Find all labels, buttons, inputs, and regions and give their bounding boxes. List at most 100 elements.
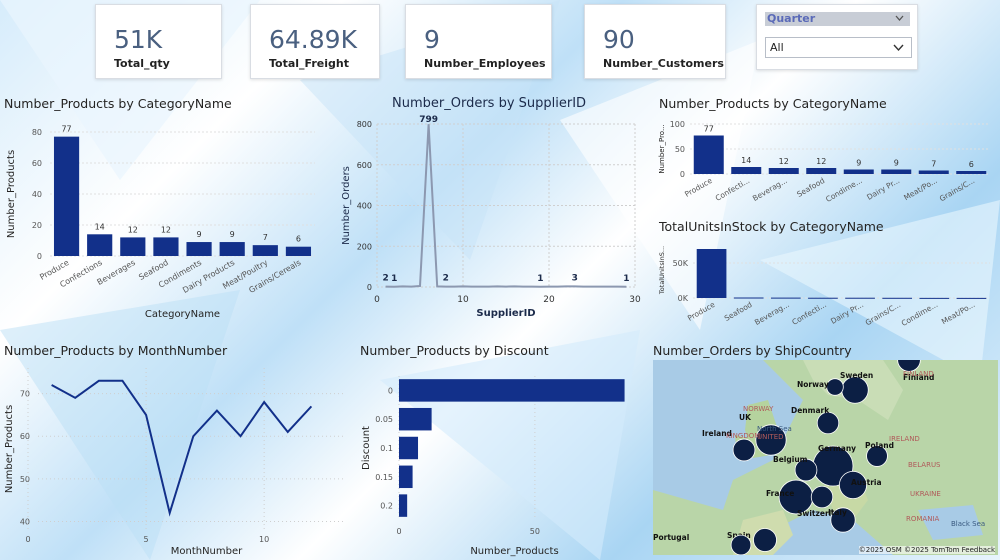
data-label: 14: [95, 222, 105, 231]
x-tick-label: 30: [629, 295, 641, 305]
data-label: 2: [443, 274, 449, 284]
kpi-value: 64.89K: [269, 25, 357, 54]
y-tick-label: 400: [357, 202, 372, 211]
map-bubble: [732, 438, 756, 462]
map-bubble: [755, 424, 787, 456]
x-tick-label: 20: [543, 295, 555, 305]
bar: [768, 168, 799, 174]
bar: [399, 494, 408, 517]
y-tick-label: 50: [20, 475, 30, 484]
bar: [153, 237, 179, 256]
x-tick-label: Meat/Po...: [940, 300, 977, 326]
y-tick-label: 0: [367, 283, 372, 292]
data-label: 1: [623, 274, 629, 284]
y-tick-label: 50: [675, 145, 685, 154]
map-region-label: KINGDOM: [726, 432, 760, 440]
bar: [918, 170, 949, 174]
x-axis-label: Number_Products: [470, 546, 558, 557]
bar: [693, 135, 724, 174]
bar: [696, 249, 727, 298]
chart-title-orders-by-supplier: Number_Orders by SupplierID: [392, 96, 587, 111]
x-tick-label: Dairy Pr...: [829, 300, 865, 326]
map-country-label: Austria: [851, 478, 882, 487]
x-tick-label: Beverag...: [753, 300, 791, 327]
x-tick-label: 50: [530, 527, 540, 536]
x-tick-label: Beverag...: [751, 176, 789, 203]
chart-title-products-by-month: Number_Products by MonthNumber: [4, 343, 228, 358]
x-tick-label: Condime...: [900, 300, 940, 328]
data-label: 12: [816, 157, 826, 166]
kpi-label: Number_Customers: [603, 57, 724, 70]
y-tick-label: 70: [20, 390, 30, 399]
slicer-title: Quarter: [765, 12, 910, 26]
bar: [53, 136, 80, 256]
bar: [285, 246, 312, 256]
data-label: 2: [382, 274, 388, 284]
y-axis-label: Discount: [361, 426, 372, 470]
map-bubble: [826, 378, 844, 396]
kpi-card-number-employees: 9 Number_Employees: [405, 4, 552, 79]
bar: [956, 171, 987, 174]
data-label: 3: [572, 273, 578, 283]
map-bubble: [830, 507, 856, 533]
kpi-card-number-customers: 90 Number_Customers: [584, 4, 726, 79]
y-axis-label: TotalUnitsInS...: [658, 246, 666, 295]
x-tick-label: Grains/C...: [938, 176, 976, 203]
chevron-down-icon[interactable]: [895, 15, 904, 22]
bar: [186, 242, 212, 256]
chart-products-by-discount: 0 50 0 0.05 0.1 0.15 0.2 Discount Number_Product…: [361, 376, 625, 557]
y-tick-label: 40: [20, 517, 30, 526]
x-tick-label: Produce: [683, 176, 714, 199]
data-label: 7: [931, 160, 936, 169]
map-country-label: Norway: [797, 380, 829, 389]
y-tick-label: 200: [357, 242, 372, 251]
data-label: 12: [128, 225, 138, 234]
y-tick-label: 800: [357, 120, 372, 129]
map-country-label: Poland: [865, 441, 894, 450]
chart-products-by-category-small: 0 50 100 77 Produce 14 Confecti... 12 Beverag...…: [658, 120, 990, 204]
map-bubble: [794, 458, 818, 482]
data-label: 1: [391, 274, 397, 284]
map-region-label: PORTUGAL: [708, 554, 746, 555]
map-country-label: Finland: [903, 373, 934, 382]
kpi-label: Number_Employees: [424, 57, 546, 70]
bar: [120, 237, 146, 256]
x-tick-label: Produce: [686, 300, 717, 323]
y-tick-label: 0: [680, 170, 685, 179]
data-label: 7: [263, 233, 268, 242]
quarter-slicer: Quarter All: [756, 4, 918, 70]
data-label: 1: [537, 274, 543, 284]
x-axis-label: MonthNumber: [171, 546, 243, 557]
data-label: 14: [741, 156, 751, 165]
chevron-down-icon[interactable]: [893, 44, 904, 52]
bar: [845, 297, 875, 299]
y-tick-label: 0: [37, 252, 42, 261]
quarter-dropdown[interactable]: All: [765, 37, 912, 58]
map-country-label: France: [766, 489, 794, 498]
data-label: 77: [61, 125, 71, 134]
map-bubble: [810, 485, 834, 509]
bar: [399, 379, 625, 402]
x-tick-label: 0: [396, 527, 401, 536]
x-tick-label: Condime...: [824, 176, 864, 204]
y-tick-label: 100: [670, 120, 685, 129]
x-tick-label: 10: [457, 295, 469, 305]
bar: [219, 242, 245, 256]
ship-country-map[interactable]: Sweden Norway Finland Denmark UK Ireland Germa…: [653, 360, 998, 555]
bar: [399, 465, 413, 489]
y-axis-label: Number_Orders: [341, 166, 352, 245]
y-tick-label: 0.15: [375, 473, 393, 482]
data-label: 9: [197, 230, 202, 239]
map-region-label: UNITED: [757, 433, 784, 441]
x-tick-label: Beverages: [96, 258, 137, 287]
map-region-label: FINLAND: [903, 370, 934, 378]
kpi-value: 9: [424, 25, 440, 54]
map-country-label: UK: [739, 413, 752, 422]
map-attribution: ©2025 OSM ©2025 TomTom Feedback: [858, 546, 995, 554]
data-label: 12: [779, 157, 789, 166]
data-label: 12: [161, 225, 171, 234]
map-region-label: ROMANIA: [906, 515, 940, 523]
map-country-label: Switzerland: [797, 509, 847, 518]
map-bubble: [897, 360, 921, 372]
